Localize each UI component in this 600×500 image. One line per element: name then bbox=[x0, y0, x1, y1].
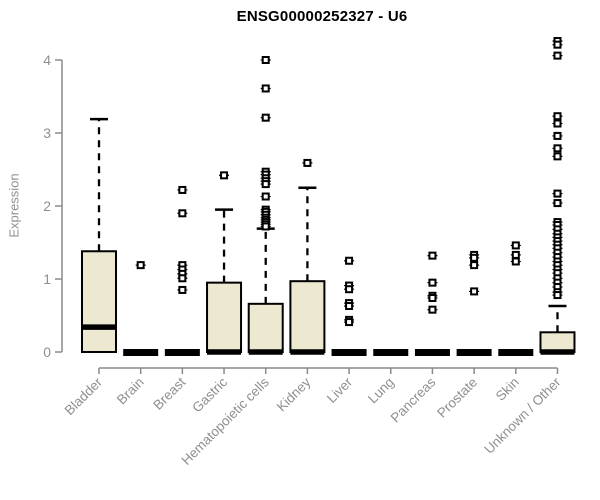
outlier-point bbox=[511, 241, 520, 250]
x-category-label: Lung bbox=[365, 375, 397, 407]
y-tick-label: 4 bbox=[43, 52, 51, 68]
outlier-point bbox=[428, 305, 437, 314]
outlier-point bbox=[553, 144, 562, 153]
zero-bar bbox=[331, 349, 367, 356]
chart-title: ENSG00000252327 - U6 bbox=[236, 8, 408, 25]
x-category-label: Prostate bbox=[434, 375, 480, 421]
zero-bar bbox=[373, 349, 409, 356]
outlier-point bbox=[178, 209, 187, 218]
outlier-point bbox=[553, 131, 562, 140]
outlier-point bbox=[345, 302, 354, 311]
outlier-point bbox=[178, 285, 187, 294]
x-category-label: Breast bbox=[150, 374, 188, 412]
outlier-point bbox=[553, 199, 562, 208]
outlier-point bbox=[470, 261, 479, 270]
outlier-point bbox=[511, 250, 520, 259]
y-tick-label: 2 bbox=[43, 198, 51, 214]
box bbox=[539, 331, 576, 354]
outlier-point bbox=[553, 40, 562, 49]
outlier-point bbox=[261, 192, 270, 201]
zero-bar bbox=[164, 349, 200, 356]
outlier-point bbox=[261, 84, 270, 93]
y-tick-label: 1 bbox=[43, 271, 51, 287]
outlier-point bbox=[553, 112, 562, 121]
x-category-label: Gastric bbox=[189, 374, 230, 415]
outlier-point bbox=[428, 278, 437, 287]
outlier-point bbox=[470, 287, 479, 296]
outlier-point bbox=[470, 253, 479, 262]
outlier-point bbox=[553, 189, 562, 198]
outlier-point bbox=[261, 222, 270, 231]
outlier-point bbox=[553, 152, 562, 161]
outlier-point bbox=[345, 318, 354, 327]
x-category-label: Pancreas bbox=[388, 374, 439, 425]
x-category-label: Bladder bbox=[62, 374, 106, 418]
y-tick-label: 0 bbox=[43, 344, 51, 360]
x-category-label: Brain bbox=[114, 375, 147, 408]
outlier-point bbox=[261, 56, 270, 64]
outlier-point bbox=[345, 285, 354, 294]
zero-bar bbox=[456, 349, 492, 356]
outlier-point bbox=[178, 185, 187, 194]
outlier-point bbox=[428, 293, 437, 302]
x-category-label: Kidney bbox=[274, 374, 314, 414]
outlier-point bbox=[261, 113, 270, 122]
box bbox=[289, 280, 326, 353]
outlier-point bbox=[261, 180, 270, 189]
outlier-point bbox=[220, 171, 229, 180]
outlier-point bbox=[345, 256, 354, 265]
zero-bar bbox=[414, 349, 450, 356]
x-category-label: Skin bbox=[493, 375, 522, 404]
zero-bar bbox=[123, 349, 159, 356]
outlier-point bbox=[553, 51, 562, 60]
y-tick-label: 3 bbox=[43, 125, 51, 141]
outlier-point bbox=[303, 158, 312, 167]
x-category-label: Liver bbox=[324, 374, 356, 406]
outlier-point bbox=[553, 291, 562, 300]
outlier-point bbox=[136, 261, 145, 270]
outlier-point bbox=[511, 257, 520, 266]
box bbox=[247, 302, 284, 354]
zero-bar bbox=[498, 349, 534, 356]
outlier-point bbox=[553, 119, 562, 128]
box bbox=[81, 250, 117, 353]
x-category-label: Unknown / Other bbox=[481, 374, 564, 457]
outlier-point bbox=[428, 251, 437, 260]
box bbox=[206, 281, 243, 353]
outlier-point bbox=[178, 274, 187, 283]
